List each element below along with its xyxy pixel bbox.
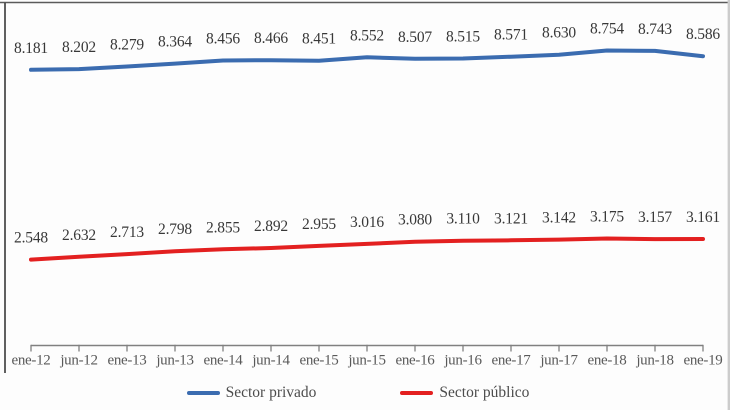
legend-line-swatch-blue-icon <box>186 390 220 396</box>
legend-label: Sector público <box>439 384 530 401</box>
x-axis-label: ene-13 <box>107 353 146 369</box>
data-label: 3.157 <box>638 209 672 226</box>
x-axis-label: jun-17 <box>539 353 578 369</box>
x-axis-label: ene-16 <box>395 353 435 369</box>
x-axis-label: ene-17 <box>491 353 531 369</box>
data-label: 8.451 <box>302 31 336 48</box>
data-label: 3.121 <box>494 210 528 227</box>
data-label: 8.279 <box>110 37 144 54</box>
data-label: 8.202 <box>62 39 96 56</box>
legend-item-sector-privado: Sector privado <box>186 384 317 402</box>
x-axis-label: ene-14 <box>203 353 243 369</box>
data-label: 3.110 <box>446 211 480 228</box>
x-axis-label: jun-14 <box>251 353 290 369</box>
data-label: 8.515 <box>446 29 480 46</box>
x-axis-label: jun-13 <box>155 353 193 369</box>
data-label: 3.175 <box>590 209 624 226</box>
data-label: 2.798 <box>158 221 192 238</box>
legend-item-sector-publico: Sector público <box>400 384 529 402</box>
data-label: 8.571 <box>494 27 528 44</box>
data-label: 8.456 <box>206 31 240 48</box>
x-axis-label: jun-18 <box>635 353 673 369</box>
chart-legend: Sector privado Sector público <box>0 382 716 404</box>
data-label: 2.548 <box>14 230 48 247</box>
data-label: 8.586 <box>686 26 720 43</box>
series-line-sector-publico <box>29 236 705 262</box>
x-axis-label: ene-12 <box>11 353 50 369</box>
legend-label: Sector privado <box>225 384 317 401</box>
data-label: 8.630 <box>542 25 576 42</box>
x-axis-label: ene-18 <box>587 353 626 369</box>
data-label: 2.955 <box>302 216 336 233</box>
series-line-sector-privado <box>29 48 705 72</box>
data-label: 2.855 <box>206 219 240 236</box>
x-axis-label: jun-16 <box>443 353 482 369</box>
data-label: 3.016 <box>350 214 384 231</box>
x-axis-label: ene-19 <box>683 353 722 369</box>
data-label: 2.713 <box>110 224 144 241</box>
data-label: 8.466 <box>254 30 288 47</box>
x-axis-label: jun-12 <box>59 353 97 369</box>
data-label: 2.892 <box>254 218 288 235</box>
data-label: 2.632 <box>62 227 96 244</box>
data-label: 3.142 <box>542 210 576 227</box>
data-label: 3.080 <box>398 212 432 229</box>
x-axis-label: ene-15 <box>299 353 338 369</box>
data-label: 8.507 <box>398 29 432 46</box>
x-axis-label: jun-15 <box>347 353 385 369</box>
legend-line-swatch-red-icon <box>400 390 434 396</box>
data-label: 8.754 <box>590 21 624 38</box>
data-label: 8.181 <box>14 40 48 57</box>
data-label: 8.552 <box>350 27 384 44</box>
data-label: 8.364 <box>158 34 192 51</box>
data-label: 8.743 <box>638 21 672 38</box>
data-label: 3.161 <box>686 209 720 226</box>
